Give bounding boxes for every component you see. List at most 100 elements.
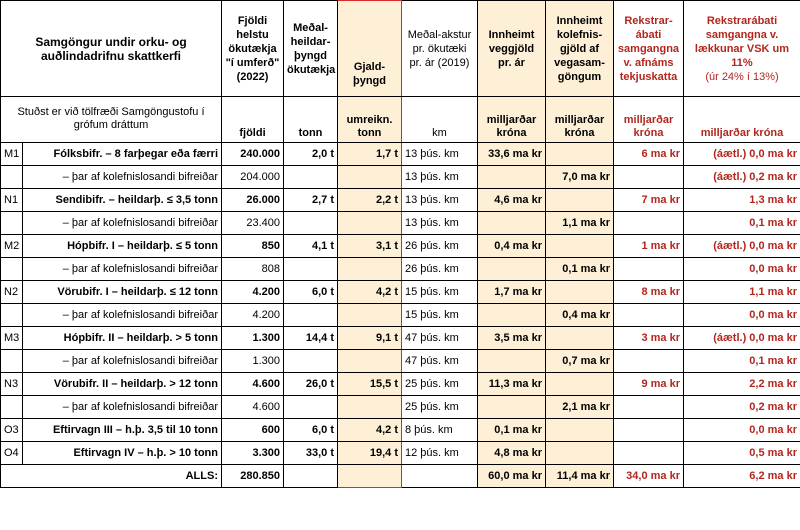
row-profit-vat: 1,1 ma kr [683, 280, 800, 304]
row-tax-weight: 1,7 t [337, 142, 402, 166]
row-vehicle-class: Eftirvagn III – h.þ. 3,5 til 10 tonn [22, 418, 222, 442]
row-carbon-fees: 0,4 ma kr [545, 303, 614, 327]
row-tax-weight [337, 303, 402, 327]
row-count: 4.600 [221, 395, 284, 419]
row-mileage: 15 þús. km [401, 280, 478, 304]
table-row: N2 Vörubifr. I – heildarþ. ≤ 12 tonn 4.200… [0, 280, 800, 304]
table-row: – þar af kolefnislosandi bifreiðar 204.00… [0, 165, 800, 189]
row-profit-tax [613, 257, 684, 281]
row-profit-tax [613, 418, 684, 442]
row-profit-tax: 1 ma kr [613, 234, 684, 258]
row-weight [283, 395, 338, 419]
row-code: N2 [0, 280, 23, 304]
row-road-fees [477, 303, 546, 327]
row-code: M3 [0, 326, 23, 350]
row-tax-weight [337, 165, 402, 189]
unit-profit-vat: milljarðar króna [683, 96, 800, 143]
row-profit-vat: 0,5 ma kr [683, 441, 800, 465]
total-carbon-fees: 11,4 ma kr [545, 464, 614, 488]
row-carbon-fees [545, 441, 614, 465]
row-road-fees: 0,4 ma kr [477, 234, 546, 258]
row-profit-tax [613, 165, 684, 189]
row-weight [283, 257, 338, 281]
row-carbon-fees: 0,7 ma kr [545, 349, 614, 373]
row-tax-weight: 4,2 t [337, 280, 402, 304]
row-tax-weight [337, 395, 402, 419]
row-tax-weight: 3,1 t [337, 234, 402, 258]
header-carbon-fees: Innheimt kolefnis-gjöld af vegasam-göngu… [545, 0, 614, 97]
row-vehicle-class: Fólksbifr. – 8 farþegar eða færri [22, 142, 222, 166]
row-code [0, 211, 23, 235]
row-tax-weight: 15,5 t [337, 372, 402, 396]
row-road-fees: 33,6 ma kr [477, 142, 546, 166]
unit-tax-weight: umreikn. tonn [337, 96, 402, 143]
row-code [0, 165, 23, 189]
row-count: 3.300 [221, 441, 284, 465]
row-road-fees: 11,3 ma kr [477, 372, 546, 396]
row-count: 4.200 [221, 280, 284, 304]
row-weight: 6,0 t [283, 418, 338, 442]
row-count: 4.200 [221, 303, 284, 327]
row-carbon-fees [545, 418, 614, 442]
row-mileage: 13 þús. km [401, 188, 478, 212]
row-count: 4.600 [221, 372, 284, 396]
table-row: O4 Eftirvagn IV – h.þ. > 10 tonn 3.300 33,0… [0, 441, 800, 465]
row-code [0, 257, 23, 281]
row-profit-tax [613, 211, 684, 235]
row-vehicle-class: Vörubifr. II – heildarþ. > 12 tonn [22, 372, 222, 396]
row-tax-weight: 2,2 t [337, 188, 402, 212]
row-count: 240.000 [221, 142, 284, 166]
row-mileage: 12 þús. km [401, 441, 478, 465]
row-road-fees: 4,6 ma kr [477, 188, 546, 212]
table-row: N1 Sendibifr. – heildarþ. ≤ 3,5 tonn 26.00… [0, 188, 800, 212]
row-road-fees [477, 349, 546, 373]
total-tax-weight-empty [337, 464, 402, 488]
row-count: 26.000 [221, 188, 284, 212]
row-weight: 6,0 t [283, 280, 338, 304]
row-road-fees [477, 257, 546, 281]
row-profit-tax [613, 395, 684, 419]
total-profit-vat: 6,2 ma kr [683, 464, 800, 488]
row-profit-tax [613, 441, 684, 465]
header-tax-weight: Gjald-þyngd [337, 0, 402, 97]
unit-weight: tonn [283, 96, 338, 143]
row-carbon-fees [545, 372, 614, 396]
row-road-fees: 1,7 ma kr [477, 280, 546, 304]
row-vehicle-class: Hópbifr. II – heildarþ. > 5 tonn [22, 326, 222, 350]
table-row: – þar af kolefnislosandi bifreiðar 4.200 1… [0, 303, 800, 327]
row-code: O3 [0, 418, 23, 442]
row-mileage: 13 þús. km [401, 142, 478, 166]
row-code: M1 [0, 142, 23, 166]
row-code: O4 [0, 441, 23, 465]
row-profit-vat: 1,3 ma kr [683, 188, 800, 212]
row-tax-weight [337, 211, 402, 235]
row-carbon-fees [545, 142, 614, 166]
row-weight: 14,4 t [283, 326, 338, 350]
row-vehicle-class: – þar af kolefnislosandi bifreiðar [22, 257, 222, 281]
header-weight: Meðal-heildar-þyngd ökutækja [283, 0, 338, 97]
row-carbon-fees: 7,0 ma kr [545, 165, 614, 189]
unit-mileage: km [401, 96, 478, 143]
header-profit-vat: Rekstrarábati samgangna v. lækkunar VSK … [683, 0, 800, 97]
row-tax-weight [337, 257, 402, 281]
row-vehicle-class: Vörubifr. I – heildarþ. ≤ 12 tonn [22, 280, 222, 304]
row-carbon-fees: 0,1 ma kr [545, 257, 614, 281]
table-row: N3 Vörubifr. II – heildarþ. > 12 tonn 4.60… [0, 372, 800, 396]
row-mileage: 47 þús. km [401, 326, 478, 350]
row-weight [283, 211, 338, 235]
header-profit-vat-note: (úr 24% í 13%) [705, 70, 779, 83]
table-row: M3 Hópbifr. II – heildarþ. > 5 tonn 1.300 1… [0, 326, 800, 350]
row-vehicle-class: Eftirvagn IV – h.þ. > 10 tonn [22, 441, 222, 465]
row-profit-vat: 0,0 ma kr [683, 418, 800, 442]
row-mileage: 13 þús. km [401, 211, 478, 235]
row-profit-tax [613, 303, 684, 327]
row-vehicle-class: – þar af kolefnislosandi bifreiðar [22, 349, 222, 373]
header-profit-tax: Rekstrar-ábati samgangna v. afnáms tekju… [613, 0, 684, 97]
row-carbon-fees [545, 188, 614, 212]
row-carbon-fees: 2,1 ma kr [545, 395, 614, 419]
table-basis-note: Stuðst er við tölfræði Samgöngustofu í g… [0, 96, 222, 143]
row-mileage: 25 þús. km [401, 395, 478, 419]
row-road-fees [477, 165, 546, 189]
row-profit-vat: (áætl.) 0,2 ma kr [683, 165, 800, 189]
row-vehicle-class: – þar af kolefnislosandi bifreiðar [22, 165, 222, 189]
